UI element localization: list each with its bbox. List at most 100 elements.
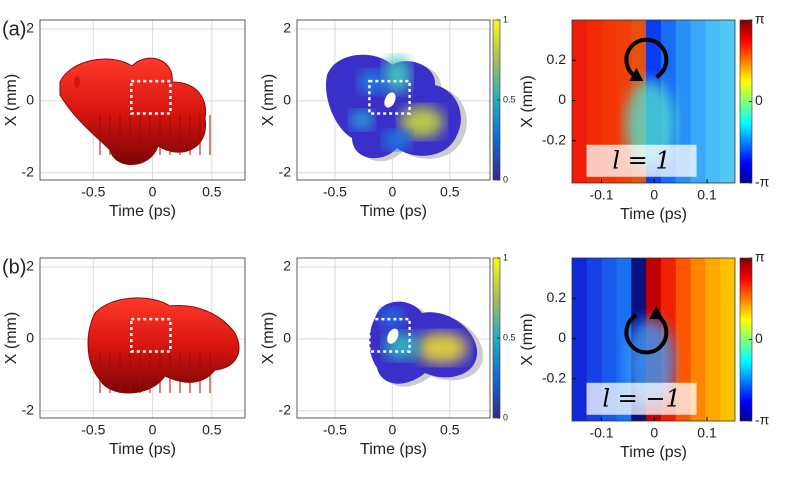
y-tick-label: 2: [26, 20, 34, 36]
y-tick-label: 0: [558, 329, 566, 345]
x-axis-label: Time (ps): [360, 441, 427, 458]
frame: [571, 257, 736, 422]
roi: [129, 79, 172, 115]
x-tick-label: 0.5: [440, 184, 460, 200]
panel: l = 1 -0.1 0 0.1 -0.2 0 0.2 Time (ps) X (mm) -π 0 π: [519, 11, 769, 224]
isosurface: [87, 297, 240, 394]
vortex-arrowhead: [649, 306, 664, 320]
x-tick-label: -0.5: [323, 184, 347, 200]
y-axis-label: X (mm): [519, 75, 536, 127]
phase-cell: [705, 258, 721, 421]
density-hole: [387, 328, 399, 344]
y-axis-label: X (mm): [519, 313, 536, 365]
y-tick-label: 0: [26, 330, 34, 346]
colorbar-tick-label: 0: [755, 92, 763, 108]
y-tick-label: -2: [22, 402, 35, 418]
frame: [39, 19, 246, 181]
annotation-box: [586, 144, 697, 177]
phase-cell: [572, 258, 588, 421]
panel-label: (a): [2, 18, 26, 40]
x-tick-label: 0: [650, 187, 658, 203]
y-axis-label: X (mm): [260, 74, 277, 126]
panel-label: (b): [2, 256, 26, 278]
density-peak: [400, 106, 444, 138]
density: [368, 301, 484, 387]
density-peak: [383, 57, 411, 93]
x-tick-label: -0.5: [81, 422, 105, 438]
phase-cell: [601, 20, 617, 183]
colorbar-tick-label: 0: [503, 412, 508, 422]
colorbar-tick-label: π: [755, 249, 765, 265]
x-axis-label: Time (ps): [109, 441, 176, 458]
roi: [129, 317, 172, 353]
y-tick-label: -0.2: [542, 131, 566, 147]
x-tick-label: 0.1: [697, 425, 717, 441]
density-peak: [350, 110, 374, 130]
annotation: l = 1: [612, 146, 670, 174]
annotation: l = −1: [602, 384, 680, 412]
plot-area: [40, 258, 245, 418]
colorbar-tick-label: -π: [755, 174, 770, 190]
roi: [368, 317, 411, 353]
x-axis-label: Time (ps): [360, 203, 427, 220]
frame: [39, 257, 246, 419]
phase-cell: [720, 20, 735, 183]
x-tick-label: 0.5: [202, 184, 222, 200]
y-tick-label: 0.2: [547, 289, 567, 305]
roi: [368, 79, 411, 115]
x-tick-label: -0.1: [589, 425, 613, 441]
colorbar-tick-label: 0.5: [503, 94, 516, 104]
phase-cell: [690, 258, 706, 421]
y-tick-label: 0: [558, 91, 566, 107]
colorbar-tick-label: π: [755, 11, 765, 27]
density-hole: [384, 92, 396, 108]
panel: -0.5 0 0.5 -2 0 2 Time (ps) X (mm) (a): [2, 18, 246, 220]
phase-cell: [675, 258, 692, 421]
plot-area: [297, 20, 490, 180]
panel: l = −1 -0.1 0 0.1 -0.2 0 0.2 Time (ps) X (mm) -π 0…: [519, 249, 769, 462]
x-axis-label: Time (ps): [109, 203, 176, 220]
y-tick-label: -2: [22, 164, 35, 180]
panel: -0.5 0 0.5 -2 0 2 Time (ps) X (mm) (b): [2, 256, 246, 458]
phase-cell: [690, 20, 706, 183]
panel: -0.5 0 0.5 -2 0 2 Time (ps) X (mm) 0 0.5 1: [260, 252, 515, 458]
density-peak: [416, 332, 468, 364]
density-peak: [383, 130, 411, 150]
colorbar-tick-label: 1: [503, 14, 508, 24]
density-peak: [380, 308, 404, 328]
isosurface: [59, 57, 211, 165]
y-axis-label: X (mm): [260, 312, 277, 364]
x-tick-label: 0: [149, 422, 157, 438]
x-tick-label: 0: [388, 422, 396, 438]
y-axis-label: X (mm): [3, 74, 20, 126]
frame: [296, 19, 491, 181]
density: [326, 54, 467, 162]
y-tick-label: -0.2: [542, 369, 566, 385]
phase-cell: [601, 258, 617, 421]
colorbar-tick-label: 0: [503, 174, 508, 184]
x-tick-label: 0: [149, 184, 157, 200]
phase-cell: [572, 20, 588, 183]
y-tick-label: 0.2: [547, 51, 567, 67]
surface: [74, 76, 80, 88]
y-tick-label: -2: [279, 164, 292, 180]
x-tick-label: 0.1: [697, 187, 717, 203]
x-tick-label: -0.5: [81, 184, 105, 200]
phase-cell: [586, 258, 603, 421]
phase-cell: [705, 20, 721, 183]
vortex-arrow: [624, 313, 669, 355]
colorbar-tick-label: 0.5: [503, 332, 516, 342]
plot-area: [297, 258, 490, 418]
y-tick-label: 2: [283, 20, 291, 36]
phase-cell: [586, 20, 603, 183]
phase-cell: [675, 20, 692, 183]
y-tick-label: 0: [26, 92, 34, 108]
x-tick-label: -0.1: [589, 187, 613, 203]
x-axis-label: Time (ps): [620, 206, 687, 223]
x-tick-label: 0: [388, 184, 396, 200]
x-tick-label: -0.5: [323, 422, 347, 438]
vortex-arrow: [624, 37, 669, 79]
frame: [571, 19, 736, 184]
x-tick-label: 0.5: [202, 422, 222, 438]
